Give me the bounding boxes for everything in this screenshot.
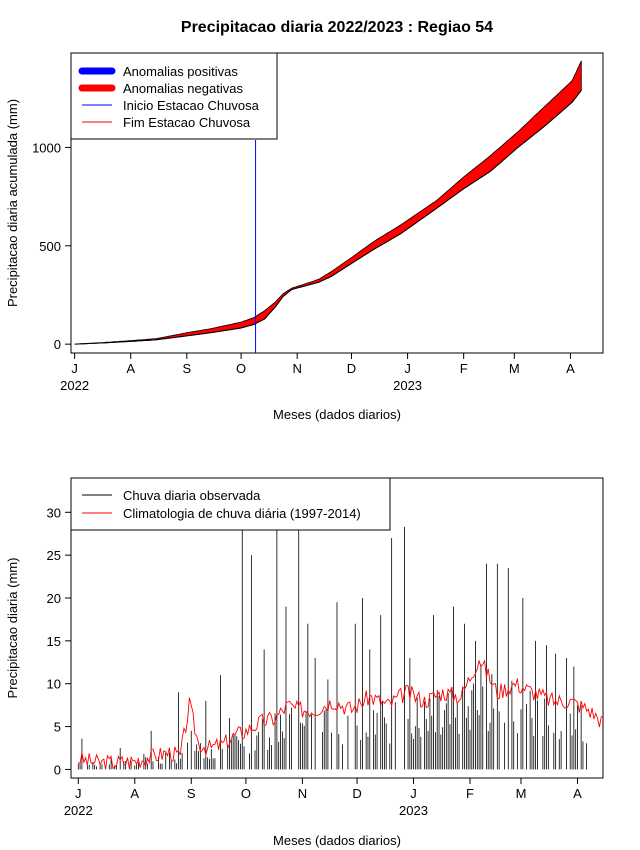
y-tick-label: 500 [39, 239, 61, 254]
x-axis-label-top: Meses (dados diarios) [273, 407, 401, 422]
x-tick-label: A [130, 786, 139, 801]
x-tick-label: J [410, 786, 417, 801]
y-tick-label: 25 [47, 548, 61, 563]
y-tick-label: 0 [54, 762, 61, 777]
x-axis-label-bottom: Meses (dados diarios) [273, 833, 401, 848]
legend-label-positive: Anomalias positivas [123, 64, 238, 79]
cumulative-panel: 0 500 1000 J A S O N D J F M A 2022 2023 Precipitacao… [5, 52, 604, 422]
x-tick-label: A [126, 361, 135, 376]
x-year-label: 2022 [64, 803, 93, 818]
x-tick-label: O [236, 361, 246, 376]
x-tick-label: J [404, 361, 411, 376]
x-tick-label: D [352, 786, 361, 801]
y-axis-top: 0 500 1000 [32, 140, 71, 352]
legend-label-negative: Anomalias negativas [123, 81, 243, 96]
x-tick-label: A [566, 361, 575, 376]
legend-label-observed: Chuva diaria observada [123, 488, 261, 503]
x-tick-label: N [292, 361, 301, 376]
x-tick-label: M [509, 361, 520, 376]
x-axis-top: J A S O N D J F M A 2022 2023 [60, 353, 575, 393]
legend-top: Anomalias positivas Anomalias negativas … [70, 52, 278, 140]
y-axis-label-top: Precipitacao diaria acumulada (mm) [5, 99, 20, 307]
climatology-line [77, 659, 604, 770]
y-tick-label: 10 [47, 677, 61, 692]
x-tick-label: N [298, 786, 307, 801]
x-axis-bottom: J A S O N D J F M A 2022 2023 [64, 778, 582, 818]
daily-series [77, 526, 604, 770]
y-axis-bottom: 0 5 10 15 20 25 30 [47, 505, 71, 777]
y-tick-label: 20 [47, 591, 61, 606]
x-tick-label: J [71, 361, 78, 376]
legend-box-top [70, 52, 278, 140]
x-tick-label: O [241, 786, 251, 801]
legend-label-start: Inicio Estacao Chuvosa [123, 98, 260, 113]
observed-cumulative-line [74, 90, 582, 345]
x-tick-label: F [466, 786, 474, 801]
y-tick-label: 0 [54, 337, 61, 352]
x-tick-label: S [187, 786, 196, 801]
y-axis-label-bottom: Precipitacao diaria (mm) [5, 558, 20, 699]
y-tick-label: 30 [47, 505, 61, 520]
x-tick-label: A [573, 786, 582, 801]
y-tick-label: 5 [54, 720, 61, 735]
x-tick-label: S [182, 361, 191, 376]
legend-label-end: Fim Estacao Chuvosa [123, 115, 251, 130]
y-tick-label: 1000 [32, 140, 61, 155]
x-tick-label: J [75, 786, 82, 801]
x-year-label: 2023 [399, 803, 428, 818]
cumulative-series [74, 60, 582, 353]
plot-frame-top [70, 52, 604, 354]
legend-label-climatology: Climatologia de chuva diária (1997-2014) [123, 506, 361, 521]
chart-title: Precipitacao diaria 2022/2023 : Regiao 5… [181, 19, 493, 36]
x-year-label: 2023 [393, 378, 422, 393]
x-tick-label: F [460, 361, 468, 376]
daily-panel: 0 5 10 15 20 25 30 J A S O N D J F M A 2022 2023 Precipit… [5, 477, 604, 848]
x-year-label: 2022 [60, 378, 89, 393]
y-tick-label: 15 [47, 634, 61, 649]
legend-box-bottom [70, 477, 391, 531]
x-tick-label: M [516, 786, 527, 801]
x-tick-label: D [347, 361, 356, 376]
legend-bottom: Chuva diaria observada Climatologia de c… [70, 477, 391, 531]
